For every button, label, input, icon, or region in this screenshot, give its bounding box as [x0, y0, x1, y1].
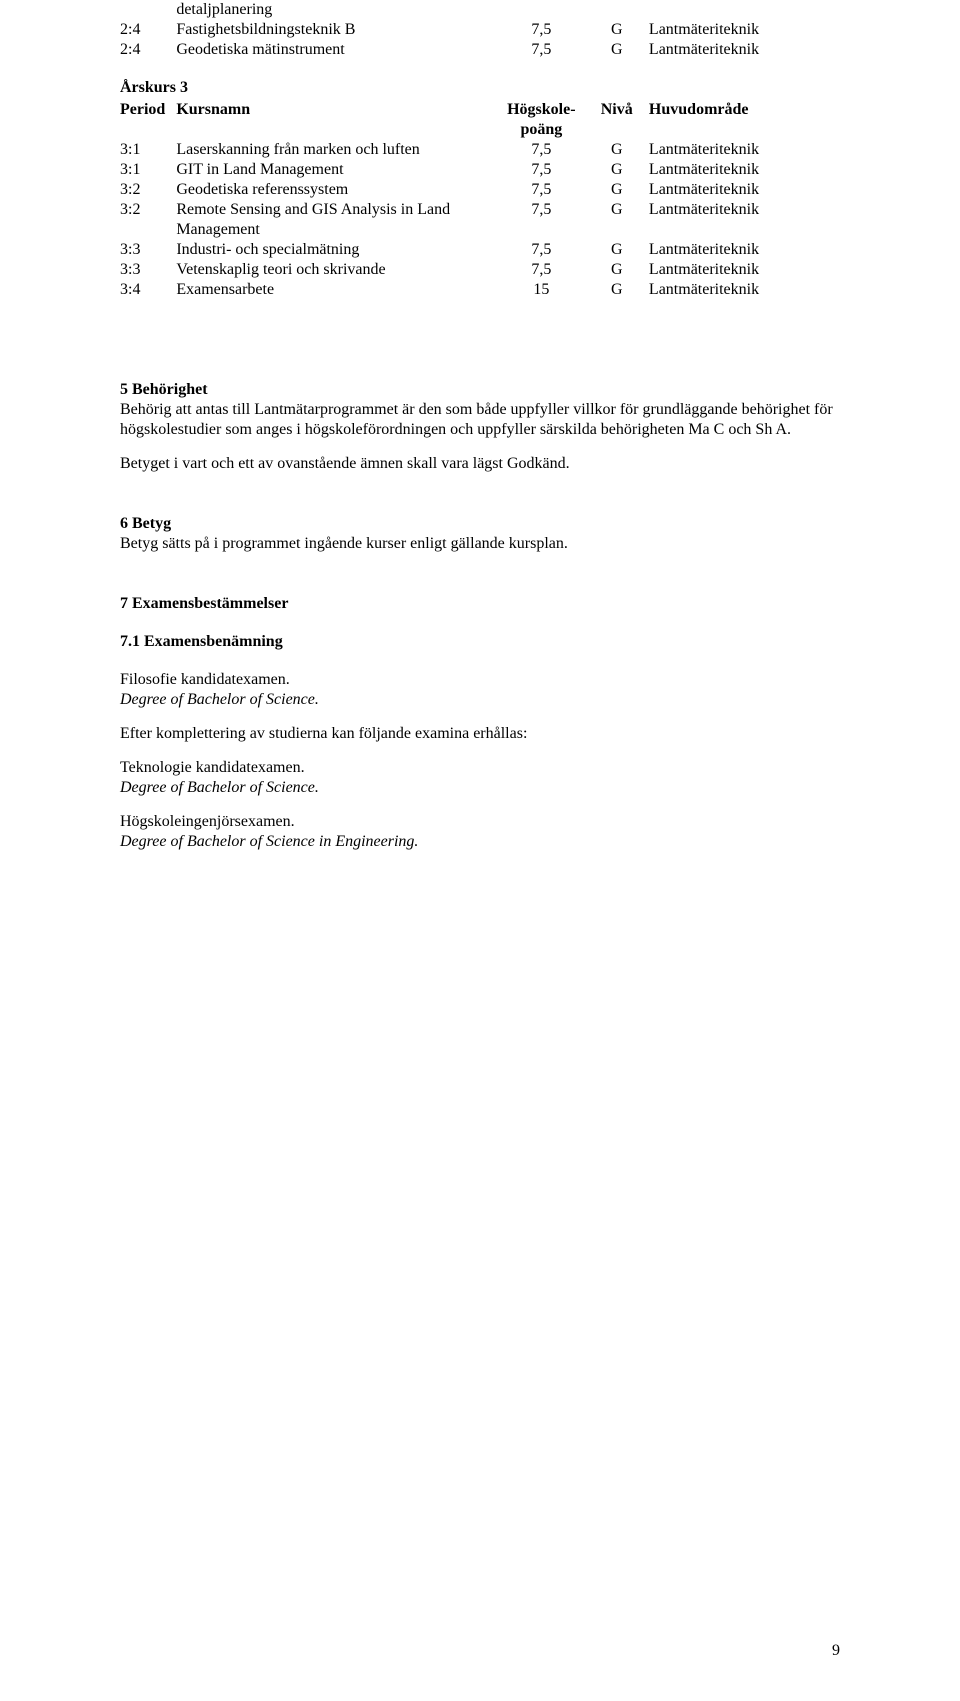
- section-6-heading: 6 Betyg: [120, 515, 171, 532]
- header-course: Kursnamn: [176, 100, 498, 140]
- cell-niva: G: [589, 140, 649, 160]
- cell-huvud: Lantmäteriteknik: [649, 20, 840, 40]
- page: detaljplanering2:4Fastighetsbildningstek…: [0, 0, 960, 1701]
- year3-table: Period Kursnamn Högskole- poäng Nivå Huv…: [120, 100, 840, 300]
- header-hp-line1: Högskole-: [498, 100, 585, 120]
- table-row: 2:4Geodetiska mätinstrument7,5GLantmäter…: [120, 40, 840, 60]
- cell-huvud: Lantmäteriteknik: [649, 240, 840, 260]
- header-niva: Nivå: [589, 100, 649, 140]
- cell-period: 3:2: [120, 180, 176, 200]
- cell-hp: 7,5: [498, 200, 589, 240]
- section-6: 6 Betyg Betyg sätts på i programmet ingå…: [120, 514, 840, 554]
- cell-huvud: Lantmäteriteknik: [649, 280, 840, 300]
- exam-filo-en: Degree of Bachelor of Science.: [120, 691, 319, 708]
- header-hp-line2: poäng: [498, 120, 585, 140]
- cell-course: GIT in Land Management: [176, 160, 498, 180]
- cell-period: [120, 0, 176, 20]
- cell-hp: 7,5: [498, 160, 589, 180]
- exam-ing-en: Degree of Bachelor of Science in Enginee…: [120, 833, 418, 850]
- cell-period: 3:2: [120, 200, 176, 240]
- cell-hp: 7,5: [498, 240, 589, 260]
- header-period: Period: [120, 100, 176, 140]
- exam-tekno-en: Degree of Bachelor of Science.: [120, 779, 319, 796]
- year3-rows: 3:1Laserskanning från marken och luften7…: [120, 140, 840, 300]
- section-5-para2: Betyget i vart och ett av ovanstående äm…: [120, 454, 840, 474]
- cell-huvud: Lantmäteriteknik: [649, 140, 840, 160]
- cell-huvud: Lantmäteriteknik: [649, 260, 840, 280]
- top-rows: detaljplanering2:4Fastighetsbildningstek…: [120, 0, 840, 60]
- section-6-para: Betyg sätts på i programmet ingående kur…: [120, 535, 568, 552]
- cell-period: 3:1: [120, 160, 176, 180]
- cell-huvud: Lantmäteriteknik: [649, 40, 840, 60]
- year3-heading: Årskurs 3: [120, 78, 840, 98]
- table-row: 3:3Industri- och specialmätning7,5GLantm…: [120, 240, 840, 260]
- cell-hp: 15: [498, 280, 589, 300]
- cell-niva: G: [589, 40, 649, 60]
- cell-hp: 7,5: [498, 260, 589, 280]
- exam-tekno: Teknologie kandidatexamen.: [120, 759, 305, 776]
- cell-niva: [589, 0, 649, 20]
- cell-niva: G: [589, 280, 649, 300]
- cell-huvud: Lantmäteriteknik: [649, 160, 840, 180]
- page-number: 9: [832, 1641, 840, 1661]
- cell-course: Vetenskaplig teori och skrivande: [176, 260, 498, 280]
- header-hp: Högskole- poäng: [498, 100, 589, 140]
- cell-hp: [498, 0, 589, 20]
- section-7: 7 Examensbestämmelser 7.1 Examensbenämni…: [120, 594, 840, 852]
- table-row: 3:2Geodetiska referenssystem7,5GLantmäte…: [120, 180, 840, 200]
- cell-period: 2:4: [120, 20, 176, 40]
- section-7-heading: 7 Examensbestämmelser: [120, 594, 840, 614]
- cell-niva: G: [589, 200, 649, 240]
- cell-course: Laserskanning från marken och luften: [176, 140, 498, 160]
- cell-course: Geodetiska referenssystem: [176, 180, 498, 200]
- cell-huvud: Lantmäteriteknik: [649, 200, 840, 240]
- section-5-heading: 5 Behörighet: [120, 381, 208, 398]
- cell-period: 3:3: [120, 260, 176, 280]
- table-row: 3:2Remote Sensing and GIS Analysis in La…: [120, 200, 840, 240]
- cell-period: 3:1: [120, 140, 176, 160]
- exam-filo: Filosofie kandidatexamen.: [120, 671, 290, 688]
- cell-niva: G: [589, 260, 649, 280]
- section-5-para1: Behörig att antas till Lantmätarprogramm…: [120, 401, 833, 438]
- table-row: 3:1GIT in Land Management7,5GLantmäterit…: [120, 160, 840, 180]
- exam-after: Efter komplettering av studierna kan föl…: [120, 724, 840, 744]
- cell-course: Geodetiska mätinstrument: [176, 40, 498, 60]
- cell-course: Remote Sensing and GIS Analysis in Land …: [176, 200, 498, 240]
- cell-hp: 7,5: [498, 140, 589, 160]
- exam-ing: Högskoleingenjörsexamen.: [120, 813, 295, 830]
- table-row: 2:4Fastighetsbildningsteknik B7,5GLantmä…: [120, 20, 840, 40]
- section-5: 5 Behörighet Behörig att antas till Lant…: [120, 380, 840, 474]
- cell-period: 3:3: [120, 240, 176, 260]
- cell-course: Examensarbete: [176, 280, 498, 300]
- cell-course: Industri- och specialmätning: [176, 240, 498, 260]
- cell-course: Fastighetsbildningsteknik B: [176, 20, 498, 40]
- top-course-table: detaljplanering2:4Fastighetsbildningstek…: [120, 0, 840, 60]
- cell-course: detaljplanering: [176, 0, 498, 20]
- year3-header-row: Period Kursnamn Högskole- poäng Nivå Huv…: [120, 100, 840, 140]
- cell-hp: 7,5: [498, 20, 589, 40]
- section-7-sub1: 7.1 Examensbenämning: [120, 632, 840, 652]
- table-row: detaljplanering: [120, 0, 840, 20]
- header-huvud: Huvudområde: [649, 100, 840, 140]
- table-row: 3:3Vetenskaplig teori och skrivande7,5GL…: [120, 260, 840, 280]
- cell-hp: 7,5: [498, 180, 589, 200]
- cell-niva: G: [589, 180, 649, 200]
- cell-period: 2:4: [120, 40, 176, 60]
- cell-period: 3:4: [120, 280, 176, 300]
- table-row: 3:1Laserskanning från marken och luften7…: [120, 140, 840, 160]
- cell-niva: G: [589, 20, 649, 40]
- cell-huvud: [649, 0, 840, 20]
- cell-niva: G: [589, 240, 649, 260]
- cell-huvud: Lantmäteriteknik: [649, 180, 840, 200]
- table-row: 3:4Examensarbete15GLantmäteriteknik: [120, 280, 840, 300]
- cell-niva: G: [589, 160, 649, 180]
- cell-hp: 7,5: [498, 40, 589, 60]
